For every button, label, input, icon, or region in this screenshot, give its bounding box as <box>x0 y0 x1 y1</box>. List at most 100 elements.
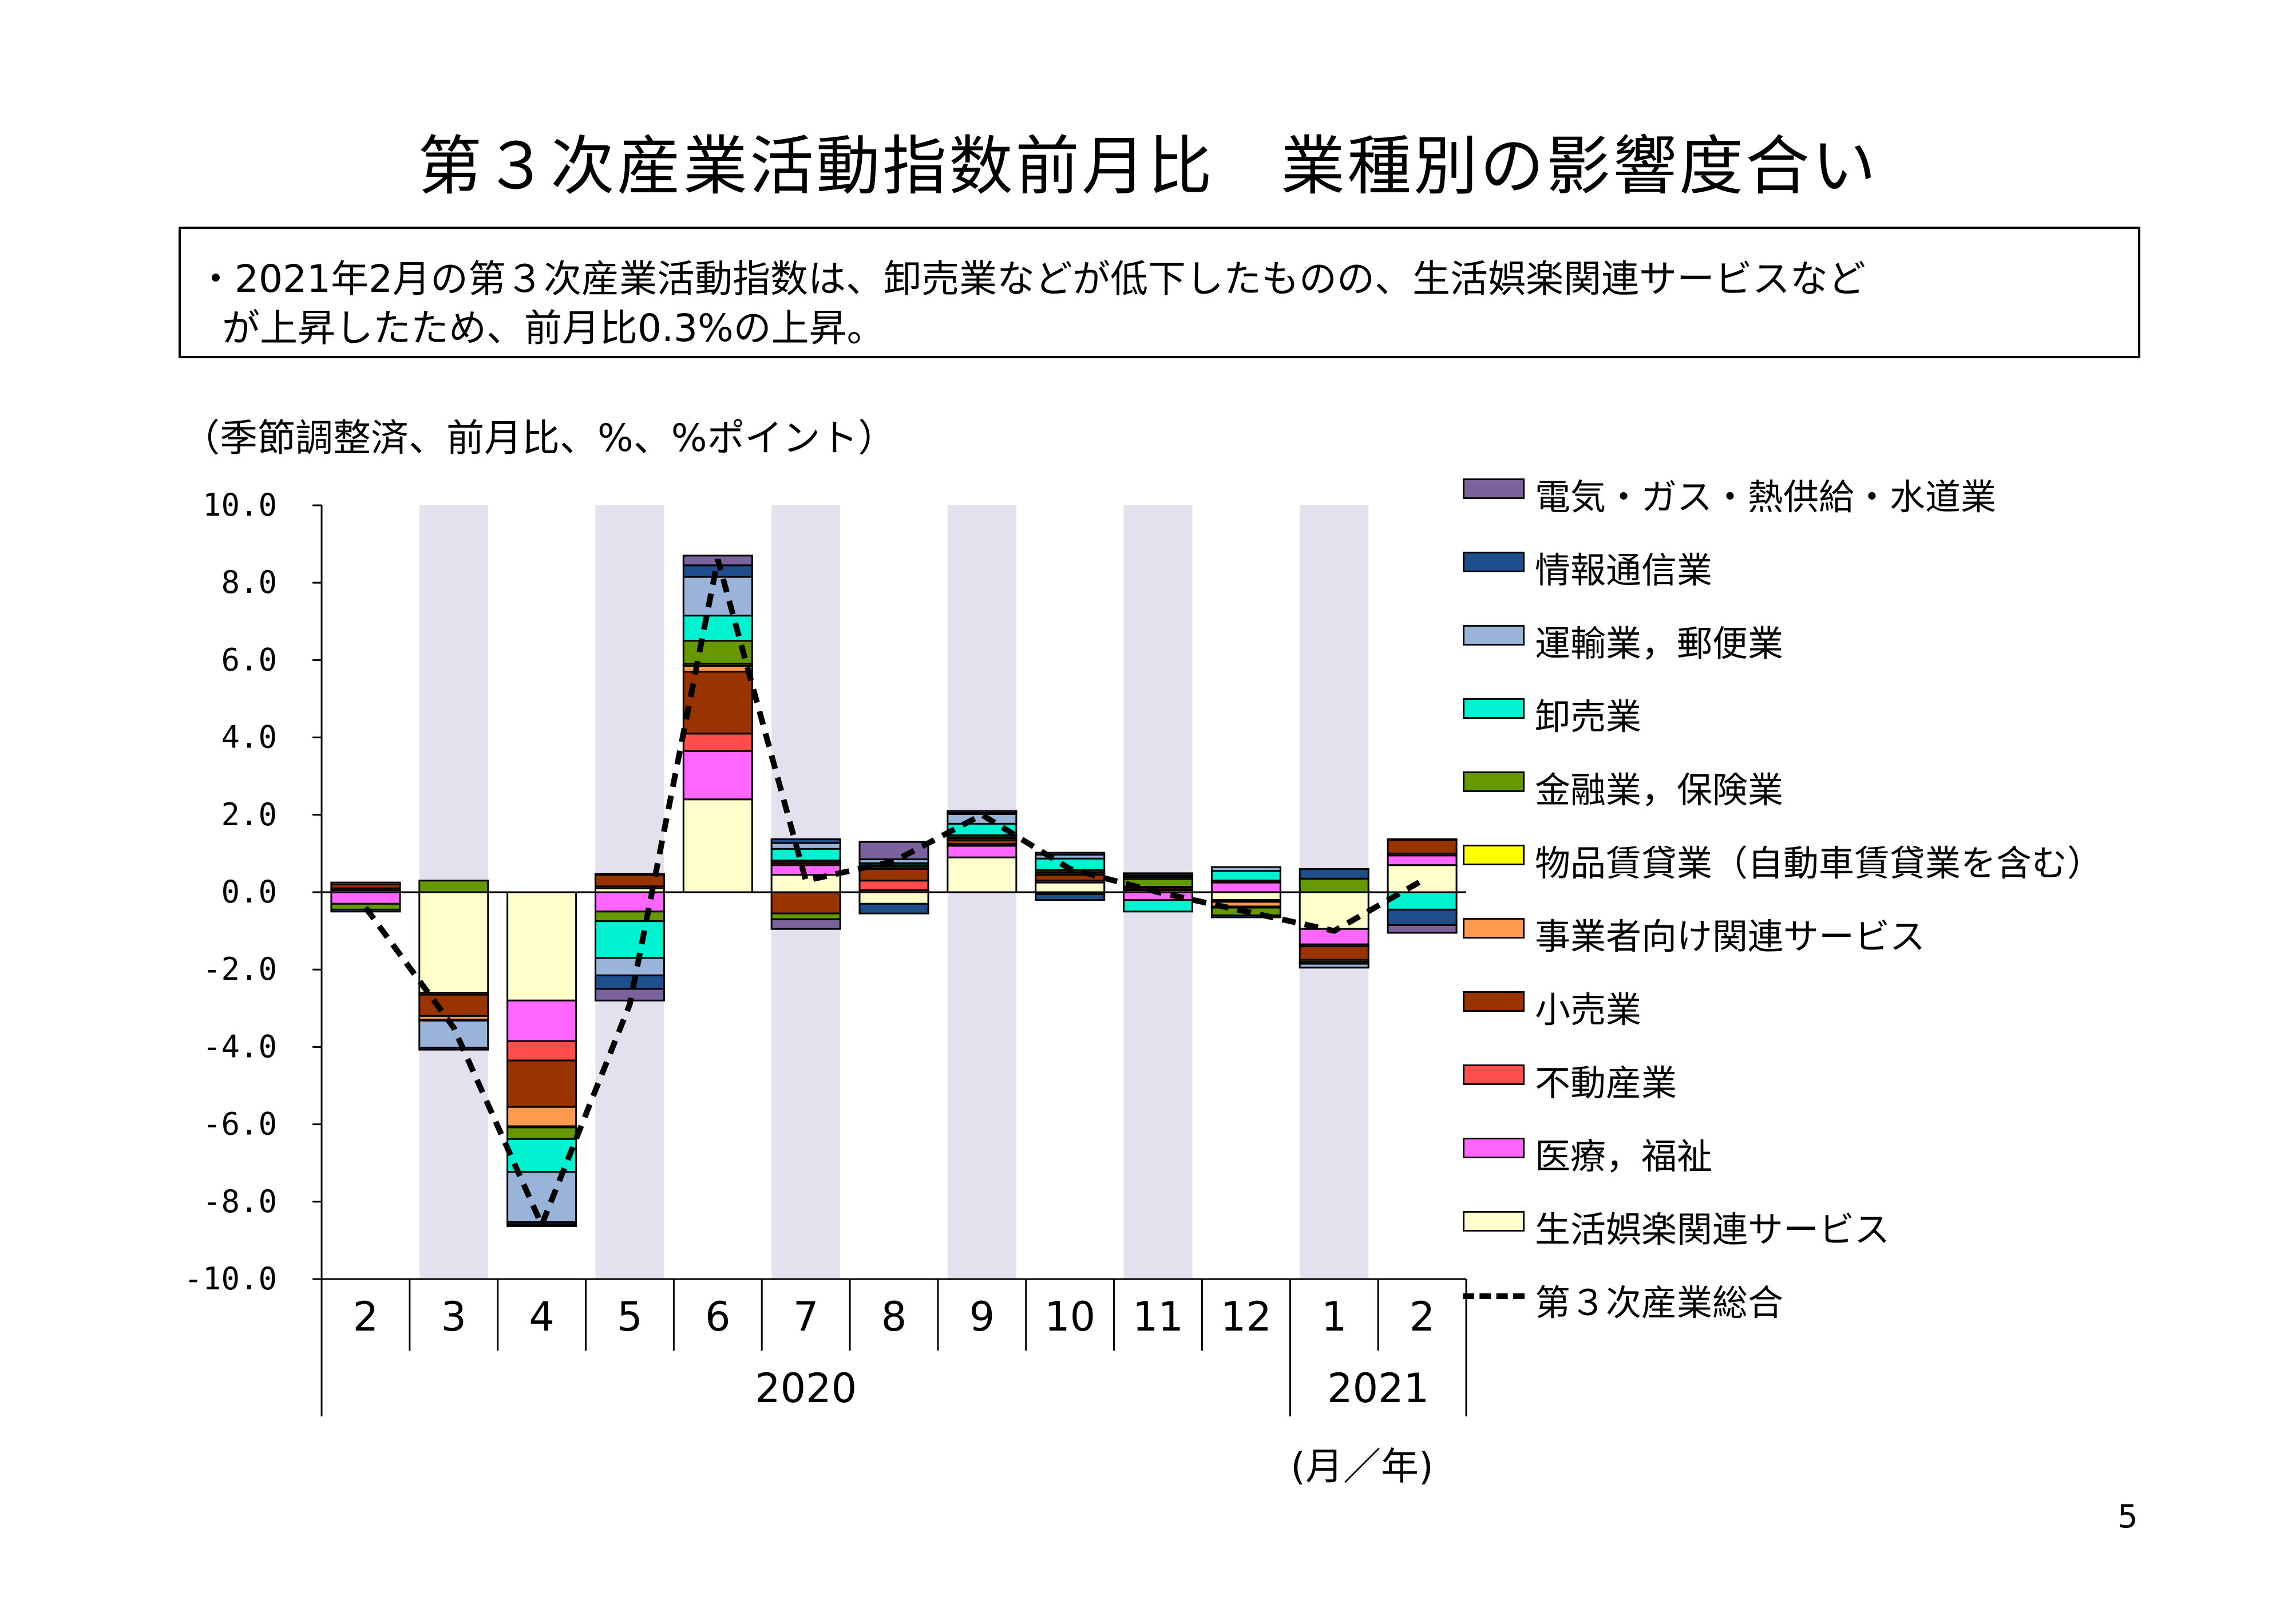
legend-line-swatch <box>1463 1293 1525 1299</box>
x-tick-label: 8 <box>881 1293 907 1340</box>
legend-label: 医療，福祉 <box>1535 1135 1713 1177</box>
bar-segment-4 <box>770 891 841 915</box>
x-tick-label: 7 <box>793 1293 819 1340</box>
x-tick-label: 6 <box>705 1293 731 1340</box>
legend-label: 物品賃貸業（自動車賃貸業を含む） <box>1535 842 2103 884</box>
bar-segment-11 <box>1035 852 1106 856</box>
bar-segment-11 <box>947 810 1018 814</box>
y-tick-label: 4.0 <box>221 719 277 755</box>
bar-segment-5 <box>506 1106 577 1127</box>
bar-segment-2 <box>682 750 753 801</box>
y-tick-label: 0.0 <box>221 874 277 910</box>
x-tick-label: 3 <box>441 1293 466 1340</box>
x-tick-label: 2 <box>1410 1293 1435 1340</box>
x-tick-label: 12 <box>1221 1293 1272 1340</box>
bar-segment-8 <box>1210 870 1281 882</box>
bar-segment-7 <box>418 880 489 893</box>
bar-segment-4 <box>1387 839 1458 854</box>
axes: 10.0 8.0 6.0 4.0 2.0 0.0 -2.0 -4.0 -6.0 -8.0 -10.0… <box>184 487 1467 1489</box>
bar-segment-10 <box>1299 868 1369 880</box>
y-tick-label: -4.0 <box>203 1028 277 1064</box>
x-tick-label: 2 <box>353 1293 379 1340</box>
bar-segment-2 <box>506 999 577 1042</box>
bar-segment-1 <box>506 891 577 1001</box>
x-unit-label: (月／年) <box>1290 1444 1434 1489</box>
bar-segment-4 <box>858 868 929 882</box>
year-label: 2020 <box>755 1365 857 1412</box>
bar-segment-4 <box>1299 945 1369 961</box>
bar-segment-5 <box>330 881 401 885</box>
x-tick-label: 10 <box>1044 1293 1095 1340</box>
y-tick-label: -8.0 <box>203 1183 277 1220</box>
bar-segment-9 <box>947 813 1018 825</box>
legend-label: 不動産業 <box>1535 1062 1677 1104</box>
legend-label: 運輸業，郵便業 <box>1535 623 1784 664</box>
legend-swatch <box>1463 552 1525 572</box>
total-line <box>363 559 1424 1233</box>
x-tick-label: 9 <box>969 1293 995 1340</box>
bar-segment-10 <box>770 838 841 844</box>
legend-swatch <box>1463 625 1525 646</box>
bar-segment-4 <box>682 671 753 735</box>
legend-swatch <box>1463 991 1525 1012</box>
legend-swatch <box>1463 1138 1525 1158</box>
bar-segment-1 <box>1210 891 1281 901</box>
bar-segment-4 <box>594 874 665 888</box>
bar-segment-1 <box>1035 881 1106 893</box>
legend-label: 金融業，保険業 <box>1535 769 1784 811</box>
bar-segment-2 <box>330 891 401 905</box>
bar-segment-9 <box>1299 963 1369 969</box>
x-tick-label: 5 <box>617 1293 643 1340</box>
y-tick-label: 2.0 <box>221 797 277 833</box>
bar-segment-9 <box>682 576 753 617</box>
year-label: 2021 <box>1327 1365 1429 1412</box>
legend-label: 小売業 <box>1535 989 1642 1031</box>
bar-segment-9 <box>594 957 665 976</box>
bar-segment-11 <box>1123 872 1194 876</box>
bar-segment-4 <box>418 993 489 1017</box>
legend-label: 事業者向け関連サービス <box>1535 916 1926 957</box>
legend-label: 情報通信業 <box>1535 549 1713 591</box>
bar-segment-9 <box>1210 866 1281 872</box>
bar-segment-8 <box>1123 899 1194 913</box>
y-tick-label: 8.0 <box>221 564 277 600</box>
bar-segment-11 <box>1387 924 1458 934</box>
y-tick-label: 10.0 <box>203 487 277 523</box>
summary-line-2: が上昇したため、前月比0.3%の上昇。 <box>222 306 885 350</box>
legend-label: 生活娯楽関連サービス <box>1535 1209 1890 1250</box>
y-tick-label: 6.0 <box>221 642 277 678</box>
total-line-group <box>363 559 1424 1233</box>
bar-segment-3 <box>858 880 929 892</box>
bar-segment-7 <box>1299 877 1369 893</box>
bar-segment-10 <box>1035 893 1106 901</box>
bar-segment-9 <box>418 1019 489 1049</box>
bar-segment-4 <box>506 1059 577 1108</box>
bar-segment-11 <box>770 918 841 930</box>
y-tick-label: -2.0 <box>203 951 277 987</box>
bar-segment-10 <box>594 974 665 990</box>
legend-swatch <box>1463 918 1525 939</box>
bar-segment-2 <box>947 845 1018 858</box>
bar-segment-2 <box>1387 854 1458 866</box>
bar-segment-10 <box>858 902 929 915</box>
bar-segment-3 <box>682 733 753 752</box>
bar-segment-2 <box>1210 881 1281 893</box>
y-tick-label: -6.0 <box>203 1106 277 1142</box>
bar-segment-9 <box>770 842 841 850</box>
bar-segment-8 <box>682 615 753 642</box>
legend-swatch <box>1463 845 1525 865</box>
bar-segment-1 <box>1387 864 1458 893</box>
legend-label: 卸売業 <box>1535 696 1642 738</box>
bar-segment-10 <box>1387 908 1458 926</box>
legend-label: 第３次産業総合 <box>1535 1282 1784 1324</box>
bar-segment-8 <box>770 848 841 862</box>
bar-segment-1 <box>947 856 1018 893</box>
bar-segment-11 <box>506 1223 577 1227</box>
bar-segment-1 <box>858 891 929 905</box>
bar-segment-7 <box>506 1126 577 1140</box>
bar-segment-5 <box>1387 838 1458 841</box>
bar-segment-11 <box>858 841 929 861</box>
summary-line-1: ・2021年2月の第３次産業活動指数は、卸売業などが低下したものの、生活娯楽関連… <box>197 257 1866 301</box>
page-title: 第３次産業活動指数前月比 業種別の影響度合い <box>418 129 1878 204</box>
bar-segment-10 <box>1210 915 1281 919</box>
